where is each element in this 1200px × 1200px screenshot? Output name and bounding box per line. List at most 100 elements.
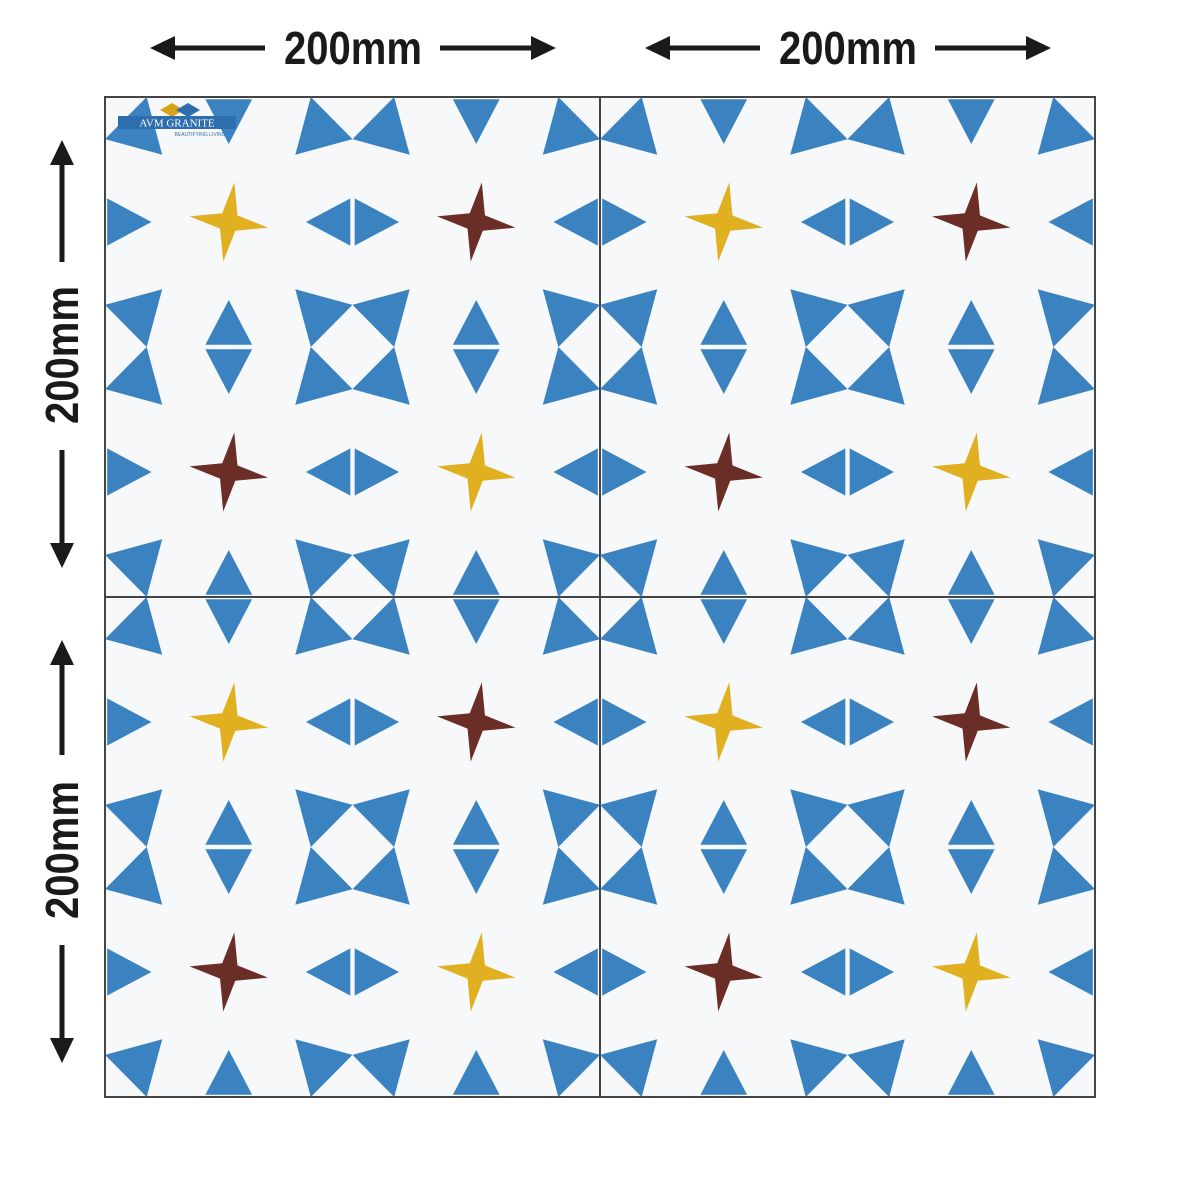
blue-triangle <box>105 789 163 847</box>
blue-triangle <box>354 948 400 996</box>
blue-triangle <box>602 948 647 996</box>
blue-triangle <box>352 289 410 347</box>
blue-triangle <box>947 349 995 394</box>
tiles <box>104 96 1096 1098</box>
star <box>437 932 516 1012</box>
blue-triangle <box>947 599 995 644</box>
blue-triangle <box>700 599 748 644</box>
blue-triangle <box>205 849 253 894</box>
blue-triangle <box>354 198 400 246</box>
blue-triangle <box>790 597 848 655</box>
star <box>932 932 1011 1012</box>
blue-triangle <box>352 847 410 905</box>
blue-triangle <box>352 789 410 847</box>
blue-triangle <box>790 1039 848 1097</box>
blue-triangle <box>352 97 410 155</box>
blue-triangle <box>354 448 400 496</box>
blue-triangle <box>107 948 152 996</box>
blue-triangle <box>1037 347 1095 405</box>
blue-triangle <box>352 597 410 655</box>
star <box>189 682 268 762</box>
blue-triangle <box>800 948 846 996</box>
blue-triangle <box>602 698 647 746</box>
star <box>932 182 1011 262</box>
blue-triangle <box>105 539 163 597</box>
tile-face <box>599 96 1096 598</box>
blue-triangle <box>305 198 351 246</box>
blue-triangle <box>800 698 846 746</box>
tile-pattern <box>105 97 600 597</box>
blue-triangle <box>1048 448 1093 496</box>
blue-triangle <box>947 800 995 845</box>
blue-triangle <box>452 1050 500 1095</box>
blue-triangle <box>790 289 848 347</box>
star <box>684 432 763 512</box>
blue-triangle <box>105 1039 163 1097</box>
star <box>932 682 1011 762</box>
blue-triangle <box>553 948 598 996</box>
blue-triangle <box>849 198 895 246</box>
blue-triangle <box>352 1039 410 1097</box>
blue-triangle <box>1037 539 1095 597</box>
star <box>684 932 763 1012</box>
arrow <box>150 36 1051 60</box>
blue-triangle <box>452 550 500 595</box>
blue-triangle <box>1048 198 1093 246</box>
star <box>437 182 516 262</box>
blue-triangle <box>295 539 353 597</box>
blue-triangle <box>295 97 353 155</box>
blue-triangle <box>542 789 600 847</box>
star <box>684 682 763 762</box>
blue-triangle <box>800 448 846 496</box>
blue-triangle <box>205 550 253 595</box>
blue-triangle <box>452 349 500 394</box>
blue-triangle <box>847 289 905 347</box>
blue-triangle <box>295 847 353 905</box>
blue-triangle <box>553 698 598 746</box>
blue-triangle <box>105 289 163 347</box>
blue-triangle <box>295 289 353 347</box>
blue-triangle <box>542 97 600 155</box>
blue-triangle <box>947 550 995 595</box>
blue-triangle <box>295 347 353 405</box>
dimension-label: 200mm <box>284 22 422 74</box>
blue-triangle <box>947 99 995 144</box>
blue-triangle <box>452 99 500 144</box>
blue-triangle <box>847 1039 905 1097</box>
dimension-label: 200mm <box>36 781 88 919</box>
blue-triangle <box>305 698 351 746</box>
blue-triangle <box>542 847 600 905</box>
blue-triangle <box>600 539 658 597</box>
tile <box>599 596 1096 1098</box>
blue-triangle <box>600 347 658 405</box>
blue-triangle <box>1037 597 1095 655</box>
blue-triangle <box>1037 1039 1095 1097</box>
blue-triangle <box>790 539 848 597</box>
blue-triangle <box>602 198 647 246</box>
blue-triangle <box>452 800 500 845</box>
blue-triangle <box>1037 97 1095 155</box>
logo-tagline: BEAUTIFYING LIVING <box>174 132 225 138</box>
blue-triangle <box>849 698 895 746</box>
blue-triangle <box>352 539 410 597</box>
blue-triangle <box>847 347 905 405</box>
blue-triangle <box>205 300 253 345</box>
blue-triangle <box>790 347 848 405</box>
blue-triangle <box>700 99 748 144</box>
blue-triangle <box>1048 948 1093 996</box>
blue-triangle <box>600 789 658 847</box>
blue-triangle <box>107 698 152 746</box>
blue-triangle <box>847 597 905 655</box>
logo-name: AVM GRANITE <box>139 118 215 130</box>
blue-triangle <box>790 847 848 905</box>
blue-triangle <box>305 948 351 996</box>
blue-triangle <box>1037 289 1095 347</box>
blue-triangle <box>1048 698 1093 746</box>
star <box>437 432 516 512</box>
blue-triangle <box>1037 847 1095 905</box>
blue-triangle <box>1037 789 1095 847</box>
tile-pattern <box>600 97 1095 597</box>
blue-triangle <box>553 198 598 246</box>
blue-triangle <box>700 550 748 595</box>
